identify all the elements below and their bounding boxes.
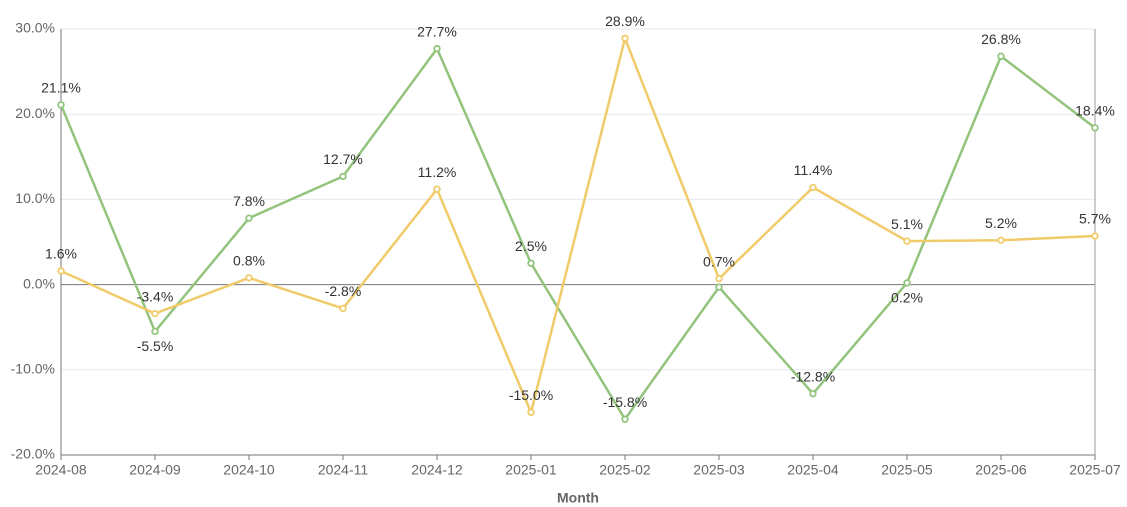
data-label: -2.8% (325, 283, 362, 299)
data-label: 18.4% (1075, 103, 1115, 119)
y-tick-label: 10.0% (15, 190, 55, 206)
data-point (527, 259, 535, 267)
data-label: 1.6% (45, 246, 77, 262)
data-label: 5.7% (1079, 211, 1111, 227)
series-line (59, 46, 1096, 422)
data-point (57, 101, 65, 109)
data-label: 27.7% (417, 23, 457, 39)
x-tick-label: 2025-06 (975, 462, 1027, 478)
data-point (621, 34, 629, 43)
x-tick-label: 2024-12 (411, 462, 463, 478)
y-tick-label: 30.0% (15, 20, 55, 36)
data-label: -12.8% (791, 368, 835, 384)
x-tick-label: 2025-07 (1069, 462, 1121, 478)
data-point (1091, 124, 1099, 132)
data-point (245, 214, 253, 222)
x-tick-label: 2024-10 (223, 462, 275, 478)
y-tick-label: 0.0% (23, 275, 55, 291)
data-point (433, 44, 441, 53)
data-label: 11.4% (794, 162, 833, 178)
data-point (57, 267, 65, 275)
x-tick-label: 2024-09 (129, 462, 181, 478)
data-point (997, 52, 1005, 60)
data-label: 2.5% (515, 238, 547, 254)
data-point (809, 183, 817, 192)
data-point (809, 389, 817, 398)
y-tick-label: 20.0% (15, 105, 55, 121)
data-label: -3.4% (137, 288, 174, 304)
data-label: 12.7% (323, 151, 363, 167)
x-tick-label: 2025-01 (505, 462, 557, 478)
x-tick-label: 2025-05 (881, 462, 933, 478)
y-tick-label: -20.0% (11, 446, 55, 462)
data-point (997, 236, 1005, 244)
data-point (715, 283, 723, 291)
x-tick-label: 2025-03 (693, 462, 745, 478)
data-label: 11.2% (418, 164, 457, 180)
x-tick-label: 2025-04 (787, 462, 839, 478)
data-label: 7.8% (233, 193, 265, 209)
x-axis-title: Month (557, 490, 599, 506)
data-label: 28.9% (605, 13, 645, 29)
data-label: 5.1% (891, 216, 923, 232)
x-tick-label: 2024-08 (35, 462, 87, 478)
x-tick-label: 2025-02 (599, 462, 651, 478)
data-label: 5.2% (985, 215, 1017, 231)
series-line (60, 34, 1096, 417)
data-point (433, 185, 441, 193)
data-label: -5.5% (137, 338, 174, 354)
x-tick-label: 2024-11 (318, 462, 369, 478)
data-point (245, 274, 253, 282)
data-label: -15.8% (603, 394, 647, 410)
data-point (715, 274, 723, 283)
data-label: 0.8% (233, 252, 265, 268)
data-label: -15.0% (509, 387, 553, 403)
data-label: 21.1% (41, 80, 81, 96)
data-point (151, 309, 159, 318)
data-label: 26.8% (981, 31, 1021, 47)
data-point (339, 304, 347, 313)
data-point (1091, 232, 1099, 240)
data-point (527, 408, 535, 417)
data-label: 0.2% (891, 290, 923, 306)
y-tick-label: -10.0% (11, 361, 55, 377)
data-point (621, 415, 629, 423)
data-point (903, 279, 911, 287)
data-point (151, 327, 159, 336)
data-point (339, 172, 347, 181)
data-label: 0.7% (703, 253, 735, 269)
data-point (903, 237, 911, 245)
